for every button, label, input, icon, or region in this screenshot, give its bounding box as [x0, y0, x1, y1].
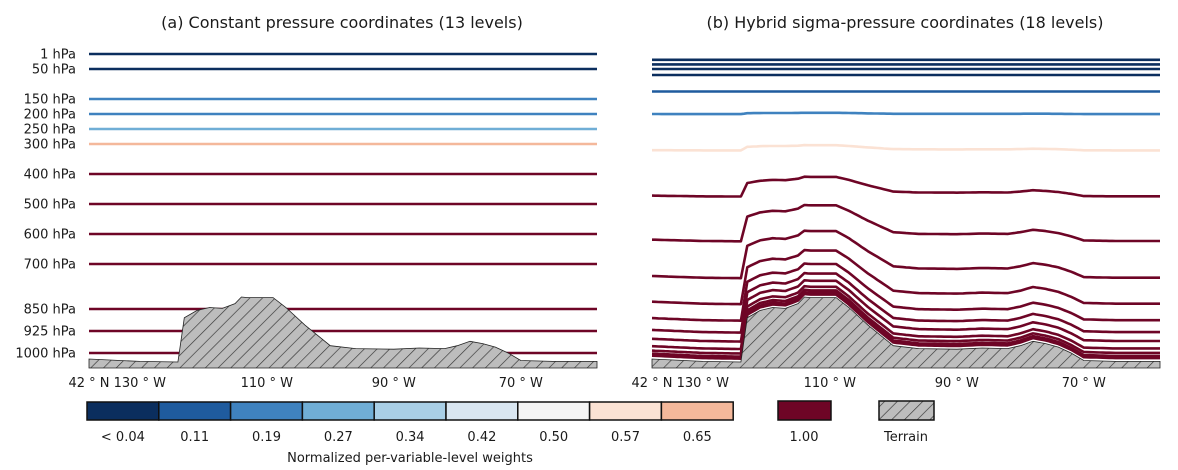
colorbar-tick-label: 0.65	[683, 430, 712, 445]
panel-b-terrain	[651, 296, 1161, 369]
panel-a-x-tick-labels: 42 ° N 130 ° W 110 ° W 90 ° W 70 ° W	[68, 376, 543, 391]
colorbar-tick-label: 0.19	[252, 430, 281, 445]
panel-b-hybrid-sigma: (b) Hybrid sigma-pressure coordinates (1…	[631, 13, 1161, 391]
hybrid-level-line	[651, 284, 1160, 351]
x-tick-label: 70 ° W	[499, 376, 543, 391]
hybrid-level-line	[651, 290, 1160, 358]
colorbar-bin	[301, 401, 375, 421]
terrain-area	[88, 296, 598, 369]
y-tick-label: 150 hPa	[24, 93, 76, 108]
panel-a-title: (a) Constant pressure coordinates (13 le…	[161, 13, 523, 32]
panel-b-hybrid-levels	[651, 58, 1160, 360]
y-tick-label: 850 hPa	[24, 303, 76, 318]
hybrid-level-line	[652, 203, 1160, 243]
colorbar-tick-label: < 0.04	[101, 430, 145, 445]
hybrid-level-line	[651, 229, 1160, 280]
y-tick-label: 600 hPa	[24, 228, 76, 243]
x-tick-label: 42 ° N	[631, 376, 672, 391]
colorbar-bin	[588, 401, 663, 421]
y-tick-label: 250 hPa	[24, 123, 76, 138]
panel-b-title: (b) Hybrid sigma-pressure coordinates (1…	[706, 13, 1103, 32]
max-weight-label: 1.00	[790, 430, 819, 445]
colorbar-bin	[229, 401, 304, 421]
terrain-swatch	[878, 400, 935, 421]
hybrid-level-line	[651, 262, 1160, 322]
panel-b-x-tick-labels: 42 ° N 130 ° W 110 ° W 90 ° W 70 ° W	[631, 376, 1106, 391]
y-tick-label: 1000 hPa	[15, 347, 76, 362]
panel-a-pressure-levels	[89, 52, 597, 355]
hybrid-level-line	[651, 271, 1160, 334]
hybrid-level-line	[651, 248, 1160, 306]
x-tick-label: 42 ° N	[68, 376, 109, 391]
hybrid-level-line	[652, 111, 1160, 116]
y-tick-label: 1 hPa	[40, 48, 76, 63]
y-tick-label: 500 hPa	[24, 198, 76, 213]
hybrid-level-line	[651, 279, 1160, 343]
x-tick-label: 110 ° W	[241, 376, 294, 391]
x-tick-label: 110 ° W	[804, 376, 857, 391]
terrain-area	[651, 296, 1161, 369]
x-tick-label: 70 ° W	[1062, 376, 1106, 391]
colorbar-tick-label: 0.34	[396, 430, 425, 445]
colorbar-bin	[86, 401, 160, 421]
max-weight-swatch	[777, 400, 832, 421]
colorbar-tick-label: 0.27	[324, 430, 353, 445]
y-tick-label: 925 hPa	[24, 325, 76, 340]
panel-a-terrain	[88, 296, 598, 369]
hybrid-level-line	[651, 292, 1160, 360]
x-tick-label: 90 ° W	[372, 376, 416, 391]
colorbar-bin	[373, 401, 447, 421]
hybrid-level-line	[651, 288, 1160, 355]
colorbar-bins	[86, 401, 734, 421]
y-tick-label: 300 hPa	[24, 138, 76, 153]
terrain-label: Terrain	[883, 430, 928, 445]
x-tick-label: 90 ° W	[935, 376, 979, 391]
y-tick-label: 50 hPa	[32, 63, 76, 78]
colorbar-bin	[660, 401, 734, 421]
colorbar-bin	[158, 401, 232, 421]
panel-a-constant-pressure: (a) Constant pressure coordinates (13 le…	[15, 13, 598, 391]
colorbar-tick-label: 0.50	[539, 430, 568, 445]
colorbar-title: Normalized per-variable-level weights	[287, 451, 533, 466]
y-tick-label: 700 hPa	[24, 258, 76, 273]
colorbar-tick-label: 0.42	[467, 430, 496, 445]
y-tick-label: 200 hPa	[24, 108, 76, 123]
x-tick-label: 130 ° W	[677, 376, 730, 391]
colorbar-bin	[445, 401, 519, 421]
colorbar-tick-labels: < 0.04 0.11 0.19 0.27 0.34 0.42 0.50 0.57 0.65	[101, 430, 712, 445]
colorbar-bin	[517, 401, 591, 421]
colorbar-tick-label: 0.11	[180, 430, 209, 445]
y-tick-label: 400 hPa	[24, 168, 76, 183]
x-tick-label: 130 ° W	[114, 376, 167, 391]
colorbar-legend: < 0.04 0.11 0.19 0.27 0.34 0.42 0.50 0.57 0.65 1…	[86, 400, 935, 466]
hybrid-level-line	[651, 175, 1160, 198]
hybrid-level-line	[652, 143, 1160, 152]
colorbar-tick-label: 0.57	[611, 430, 640, 445]
